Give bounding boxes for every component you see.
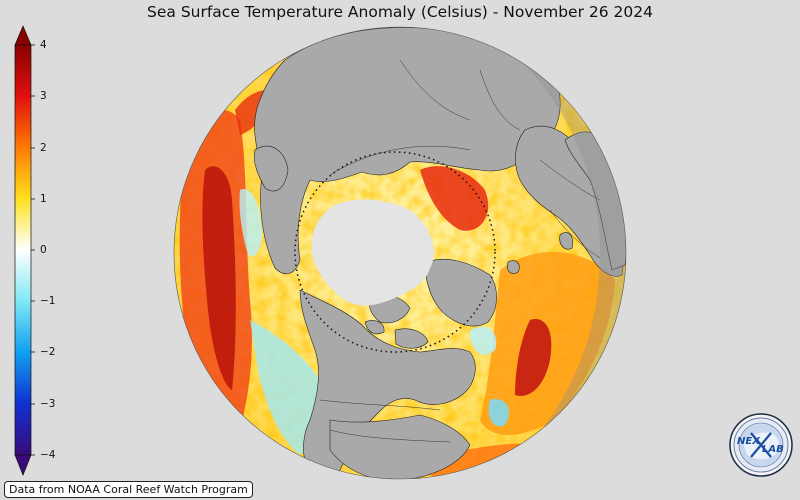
colorbar-graphic [14,25,35,476]
arctic-circle [294,151,496,353]
arctic-sea-ice [311,199,434,306]
map-title: Sea Surface Temperature Anomaly (Celsius… [147,3,653,21]
colorbar-tick-label: 2 [40,142,47,154]
colorbar-bottom-arrow [14,454,32,476]
logo-text-left: NEX [737,436,761,447]
logo-text-right: LAB [762,444,784,455]
colorbar-tick-label: −4 [40,449,56,461]
colorbar-tick-label: −1 [40,295,56,307]
country-borders [319,59,601,443]
colorbar-tick-label: 4 [40,39,47,51]
colorbar: 4 3 2 1 0 −1 −2 −3 −4 [0,0,80,500]
colorbar-tick-label: 0 [40,244,47,256]
cool-anomaly-regions [239,189,510,455]
landmass-britain [559,232,573,250]
colorbar-tick-label: −3 [40,398,56,410]
landmass-arctic-island [394,328,429,349]
colorbar-tick-label: 3 [40,90,47,102]
landmass-north-america-south [329,414,471,479]
colorbar-tick-label: 1 [40,193,47,205]
landmass-arctic-island [364,320,385,335]
colorbar-tick-label: −2 [40,346,56,358]
data-credit-label: Data from NOAA Coral Reef Watch Program [4,481,253,498]
landmass-greenland [425,259,497,327]
landmass-iceland [507,260,520,274]
nexlab-logo: NEX LAB [729,413,793,477]
landmass-chukotka [253,145,289,192]
